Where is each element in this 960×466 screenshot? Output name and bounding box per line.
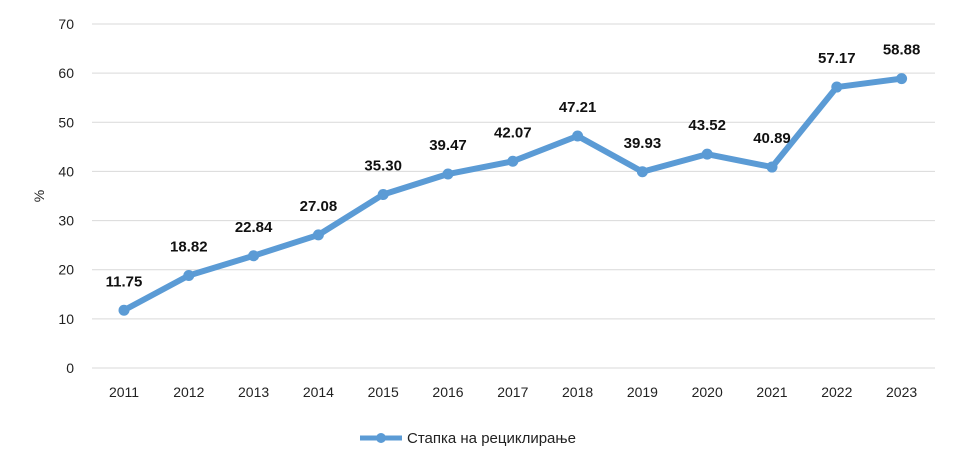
y-axis-ticks: 0 10 20 30 40 50 60 70: [58, 16, 74, 376]
data-label: 22.84: [235, 219, 273, 236]
data-label: 57.17: [818, 50, 856, 67]
y-tick-label: 50: [58, 114, 74, 130]
y-tick-label: 70: [58, 16, 74, 32]
data-label: 47.21: [559, 99, 597, 116]
data-point: [442, 168, 454, 180]
data-point: [831, 81, 843, 93]
x-tick-label: 2016: [432, 384, 463, 400]
data-label: 39.93: [624, 135, 662, 152]
data-point: [507, 155, 519, 167]
data-point: [312, 229, 324, 241]
legend-label: Стапка на рециклирање: [407, 430, 576, 447]
y-axis-label: %: [31, 190, 47, 202]
data-label: 40.89: [753, 130, 791, 147]
gridlines: [92, 23, 935, 369]
data-point: [766, 161, 778, 173]
x-tick-label: 2015: [368, 384, 399, 400]
data-point: [896, 73, 908, 85]
y-tick-label: 10: [58, 311, 74, 327]
series-line: [121, 75, 905, 314]
x-tick-label: 2021: [756, 384, 787, 400]
x-tick-label: 2023: [886, 384, 917, 400]
data-label: 43.52: [688, 117, 726, 134]
series-group: [118, 73, 908, 316]
x-tick-label: 2018: [562, 384, 593, 400]
data-point: [118, 304, 130, 316]
x-tick-label: 2020: [692, 384, 723, 400]
x-tick-label: 2013: [238, 384, 269, 400]
y-tick-label: 60: [58, 65, 74, 81]
data-point: [636, 166, 648, 178]
y-tick-label: 30: [58, 213, 74, 229]
y-tick-label: 40: [58, 163, 74, 179]
x-tick-label: 2022: [821, 384, 852, 400]
data-label: 39.47: [429, 137, 467, 154]
legend-marker: [376, 433, 386, 443]
x-tick-label: 2014: [303, 384, 334, 400]
data-label: 42.07: [494, 124, 532, 141]
legend: Стапка на рециклирање: [360, 430, 576, 447]
data-label: 35.30: [364, 158, 402, 175]
data-point: [701, 148, 713, 160]
data-label: 58.88: [883, 42, 921, 59]
y-tick-label: 0: [66, 360, 74, 376]
x-axis-ticks: 2011 2012 2013 2014 2015 2016 2017 2018 2019 2020…: [109, 384, 917, 400]
x-tick-label: 2019: [627, 384, 658, 400]
x-tick-label: 2017: [497, 384, 528, 400]
data-point: [183, 270, 195, 282]
data-label: 27.08: [300, 198, 338, 215]
data-labels: 11.75 18.82 22.84 27.08 35.30 39.47 42.07 47.21…: [106, 42, 921, 291]
x-tick-label: 2012: [173, 384, 204, 400]
data-point: [248, 250, 260, 262]
x-tick-label: 2011: [109, 384, 139, 400]
data-point: [377, 189, 389, 201]
data-point: [572, 130, 584, 142]
data-label: 18.82: [170, 239, 208, 256]
data-label: 11.75: [106, 273, 143, 290]
y-tick-label: 20: [58, 262, 74, 278]
